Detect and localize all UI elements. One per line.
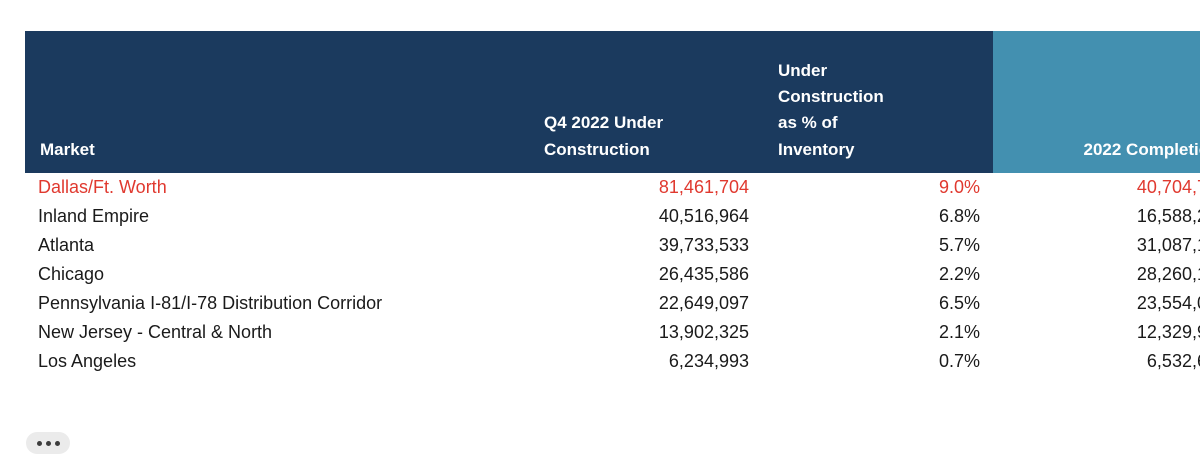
pct-of-inventory-cell: 5.7% — [938, 235, 980, 255]
pct-of-inventory-cell: 6.5% — [938, 293, 980, 313]
ellipsis-horizontal-icon — [36, 440, 42, 446]
market-name-cell: Inland Empire — [38, 206, 150, 226]
ellipsis-horizontal-icon — [45, 440, 51, 446]
under-construction-cell: 6,234,993 — [668, 351, 749, 371]
column-header-line: as % of — [778, 113, 838, 133]
column-header-under-construction-pct-of-inventory[interactable]: Under Construction as % of Inventory — [766, 31, 993, 173]
table-row[interactable]: Inland Empire 40,516,964 6.8% 16,588,226 — [25, 202, 1200, 231]
completions-cell: 6,532,670 — [1146, 351, 1200, 371]
column-header-line: Q4 2022 Under — [544, 113, 664, 133]
pct-of-inventory-cell: 2.2% — [938, 264, 980, 284]
table-header: Market Q4 2022 Under Construction Under Co… — [25, 31, 1200, 173]
completions-cell: 40,704,722 — [1136, 177, 1200, 197]
column-header-line: Construction — [544, 139, 650, 159]
market-construction-table: Market Q4 2022 Under Construction Under Co… — [25, 31, 1200, 376]
table-row[interactable]: Pennsylvania I-81/I-78 Distribution Corr… — [25, 289, 1200, 318]
column-header-line: Market — [40, 139, 95, 159]
under-construction-cell: 40,516,964 — [658, 206, 749, 226]
column-header-line: Construction — [778, 86, 884, 106]
market-name-cell: New Jersey - Central & North — [38, 322, 273, 342]
overflow-menu-button[interactable] — [26, 432, 70, 454]
pct-of-inventory-cell: 9.0% — [938, 177, 980, 197]
ellipsis-horizontal-icon — [54, 440, 60, 446]
table-row[interactable]: Los Angeles 6,234,993 0.7% 6,532,670 — [25, 347, 1200, 376]
column-header-2022-completions[interactable]: 2022 Completions — [993, 31, 1200, 173]
under-construction-cell: 81,461,704 — [658, 177, 749, 197]
completions-cell: 28,260,190 — [1136, 264, 1200, 284]
under-construction-cell: 39,733,533 — [658, 235, 749, 255]
under-construction-cell: 13,902,325 — [658, 322, 749, 342]
column-header-line: Inventory — [778, 139, 855, 159]
table-header-row: Market Q4 2022 Under Construction Under Co… — [25, 31, 1200, 173]
table-row[interactable]: New Jersey - Central & North 13,902,325 2.… — [25, 318, 1200, 347]
table-row[interactable]: Atlanta 39,733,533 5.7% 31,087,108 — [25, 231, 1200, 260]
completions-cell: 12,329,952 — [1136, 322, 1200, 342]
market-name-cell: Los Angeles — [38, 351, 137, 371]
pct-of-inventory-cell: 2.1% — [938, 322, 980, 342]
under-construction-cell: 26,435,586 — [658, 264, 749, 284]
column-header-line: 2022 Completions — [1083, 139, 1200, 159]
table-body: Dallas/Ft. Worth 81,461,704 9.0% 40,704,722… — [25, 173, 1200, 376]
pct-of-inventory-cell: 6.8% — [938, 206, 980, 226]
market-name-cell: Pennsylvania I-81/I-78 Distribution Corr… — [38, 293, 383, 313]
table-row[interactable]: Chicago 26,435,586 2.2% 28,260,190 — [25, 260, 1200, 289]
table-row[interactable]: Dallas/Ft. Worth 81,461,704 9.0% 40,704,722 — [25, 173, 1200, 202]
column-header-q4-2022-under-construction[interactable]: Q4 2022 Under Construction — [526, 31, 766, 173]
completions-cell: 16,588,226 — [1136, 206, 1200, 226]
column-header-line: Under — [778, 60, 828, 80]
completions-cell: 23,554,047 — [1136, 293, 1200, 313]
column-header-market[interactable]: Market — [25, 31, 526, 173]
market-name-cell: Chicago — [38, 264, 105, 284]
under-construction-cell: 22,649,097 — [658, 293, 749, 313]
market-name-cell: Atlanta — [38, 235, 95, 255]
pct-of-inventory-cell: 0.7% — [938, 351, 980, 371]
market-name-cell: Dallas/Ft. Worth — [38, 177, 167, 197]
completions-cell: 31,087,108 — [1136, 235, 1200, 255]
